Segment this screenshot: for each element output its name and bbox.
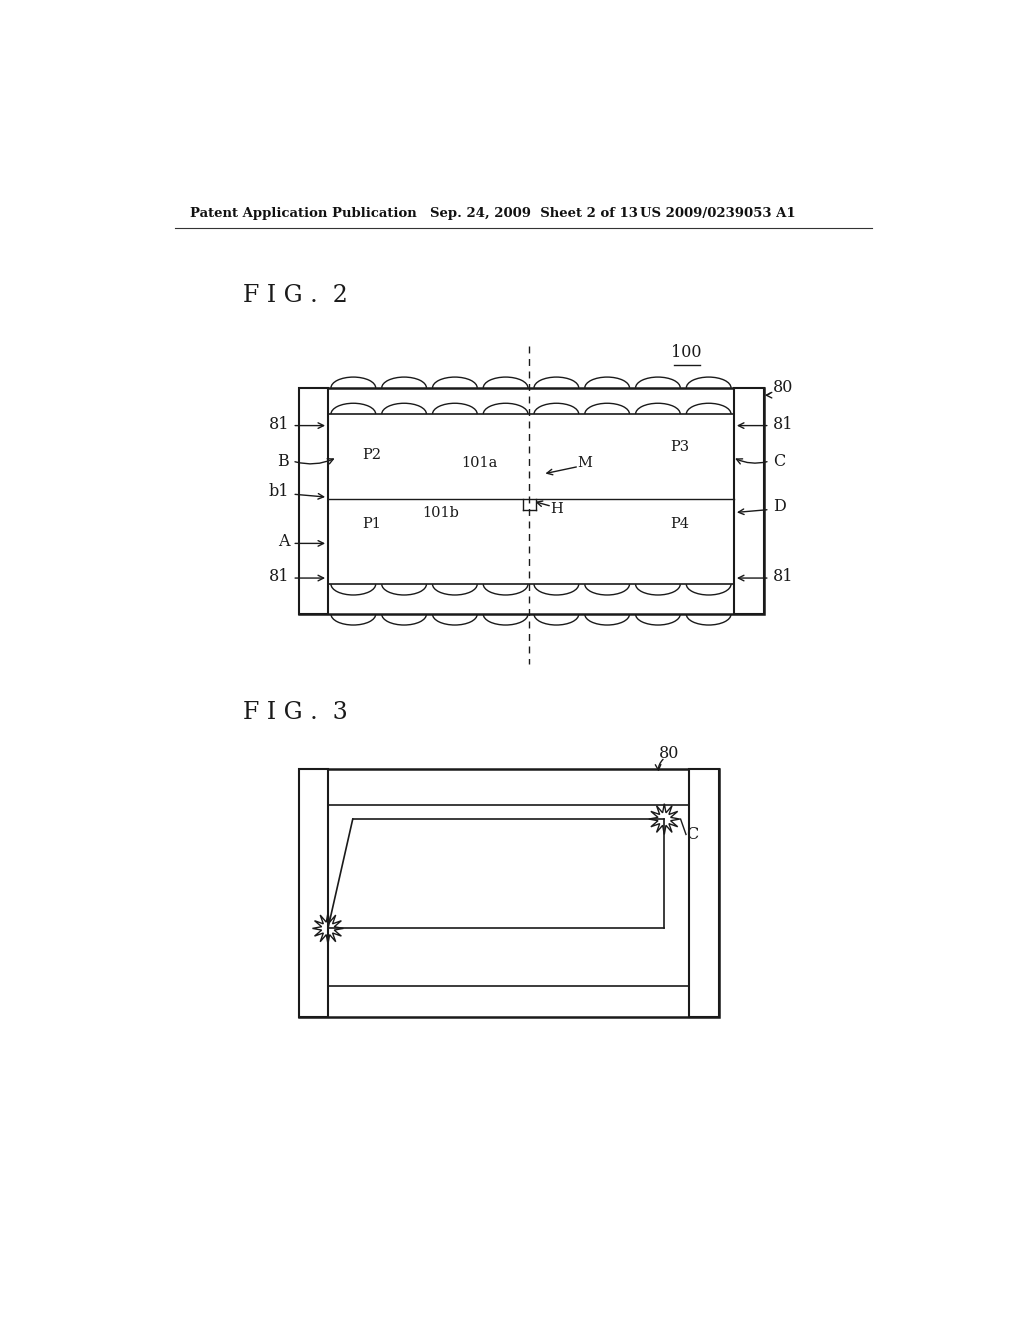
Text: 101b: 101b: [423, 506, 460, 520]
Text: 80: 80: [773, 379, 794, 396]
Text: A: A: [278, 533, 289, 550]
Text: Patent Application Publication: Patent Application Publication: [190, 207, 417, 220]
Text: 81: 81: [268, 416, 289, 433]
Text: 81: 81: [773, 416, 794, 433]
Text: 100: 100: [671, 345, 701, 360]
Text: C: C: [686, 826, 698, 843]
Text: US 2009/0239053 A1: US 2009/0239053 A1: [640, 207, 795, 220]
Text: D: D: [773, 498, 785, 515]
Text: P3: P3: [671, 440, 689, 454]
Text: 80: 80: [658, 744, 679, 762]
Polygon shape: [299, 770, 328, 1016]
Text: C: C: [773, 453, 785, 470]
Text: 101a: 101a: [461, 455, 498, 470]
Text: H: H: [550, 502, 563, 516]
Polygon shape: [689, 770, 719, 1016]
Text: P2: P2: [362, 447, 381, 462]
Text: P4: P4: [671, 517, 689, 531]
Text: 81: 81: [773, 568, 794, 585]
Text: F I G .  2: F I G . 2: [243, 284, 347, 308]
Text: Sep. 24, 2009  Sheet 2 of 13: Sep. 24, 2009 Sheet 2 of 13: [430, 207, 638, 220]
Text: P1: P1: [362, 517, 381, 531]
Text: M: M: [578, 455, 592, 470]
Text: B: B: [278, 453, 289, 470]
Text: b1: b1: [268, 483, 289, 499]
Text: 81: 81: [268, 568, 289, 585]
Polygon shape: [734, 388, 764, 614]
Text: F I G .  3: F I G . 3: [243, 701, 347, 725]
Polygon shape: [299, 388, 328, 614]
